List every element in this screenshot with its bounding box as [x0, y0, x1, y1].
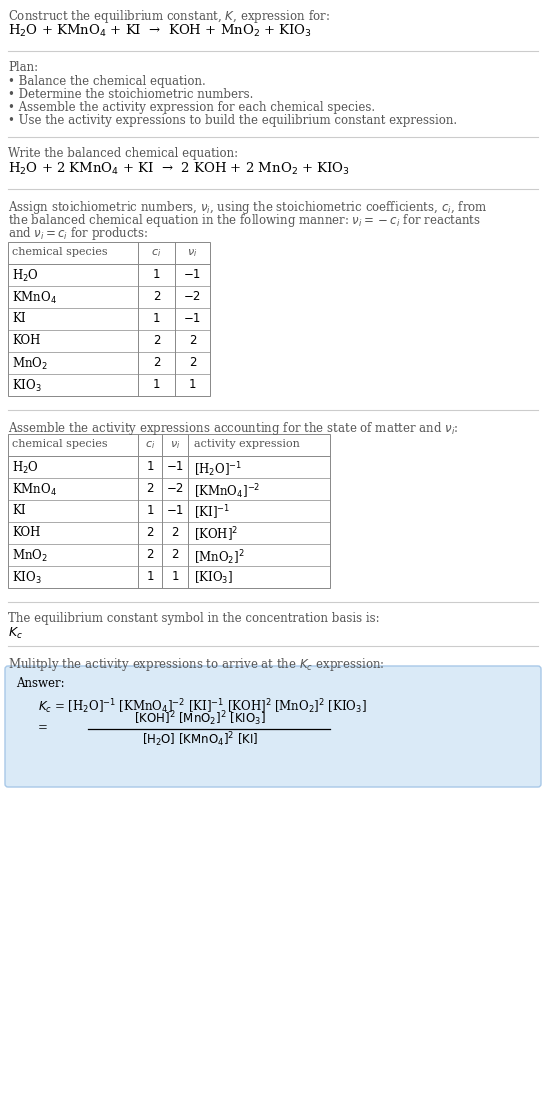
Text: 2: 2 [189, 356, 196, 369]
Text: −1: −1 [167, 460, 183, 474]
Text: 2: 2 [153, 356, 160, 369]
Text: 1: 1 [153, 313, 160, 326]
Text: $K_c$ = [H$_2$O]$^{-1}$ [KMnO$_4$]$^{-2}$ [KI]$^{-1}$ [KOH]$^2$ [MnO$_2$]$^2$ [K: $K_c$ = [H$_2$O]$^{-1}$ [KMnO$_4$]$^{-2}… [38, 696, 367, 715]
Text: KIO$_3$: KIO$_3$ [12, 378, 41, 394]
Text: 2: 2 [189, 335, 196, 347]
Text: activity expression: activity expression [194, 439, 300, 449]
Text: KIO$_3$: KIO$_3$ [12, 570, 41, 586]
Text: The equilibrium constant symbol in the concentration basis is:: The equilibrium constant symbol in the c… [8, 612, 379, 625]
Text: • Assemble the activity expression for each chemical species.: • Assemble the activity expression for e… [8, 101, 375, 114]
Text: Assign stoichiometric numbers, $\nu_i$, using the stoichiometric coefficients, $: Assign stoichiometric numbers, $\nu_i$, … [8, 199, 488, 216]
Bar [8, 434, 330, 588]
Text: 2: 2 [146, 549, 154, 561]
Text: [KOH]$^2$: [KOH]$^2$ [194, 526, 239, 545]
FancyBboxPatch shape [5, 667, 541, 787]
Text: 1: 1 [146, 460, 154, 474]
Text: $\nu_i$: $\nu_i$ [187, 247, 198, 258]
Text: [H$_2$O]$^{-1}$: [H$_2$O]$^{-1}$ [194, 460, 242, 479]
Text: −1: −1 [184, 313, 201, 326]
Text: [KMnO$_4$]$^{-2}$: [KMnO$_4$]$^{-2}$ [194, 482, 260, 500]
Text: 1: 1 [146, 570, 154, 583]
Text: Answer:: Answer: [16, 676, 64, 690]
Text: $\nu_i$: $\nu_i$ [170, 439, 180, 451]
Text: KOH: KOH [12, 526, 40, 539]
Text: H$_2$O + KMnO$_4$ + KI  →  KOH + MnO$_2$ + KIO$_3$: H$_2$O + KMnO$_4$ + KI → KOH + MnO$_2$ +… [8, 23, 312, 39]
Text: Construct the equilibrium constant, $K$, expression for:: Construct the equilibrium constant, $K$,… [8, 8, 330, 26]
Text: −1: −1 [184, 268, 201, 282]
Text: 1: 1 [146, 505, 154, 518]
Text: • Determine the stoichiometric numbers.: • Determine the stoichiometric numbers. [8, 88, 253, 101]
Text: KMnO$_4$: KMnO$_4$ [12, 482, 57, 498]
Text: =: = [38, 721, 48, 734]
Text: chemical species: chemical species [12, 247, 108, 257]
Text: $K_c$: $K_c$ [8, 625, 23, 641]
Text: 1: 1 [189, 378, 196, 391]
Text: Write the balanced chemical equation:: Write the balanced chemical equation: [8, 147, 238, 160]
Text: • Use the activity expressions to build the equilibrium constant expression.: • Use the activity expressions to build … [8, 114, 457, 128]
Text: [KI]$^{-1}$: [KI]$^{-1}$ [194, 503, 230, 522]
Text: MnO$_2$: MnO$_2$ [12, 356, 48, 373]
Text: 2: 2 [146, 527, 154, 539]
Text: chemical species: chemical species [12, 439, 108, 449]
Text: [KOH]$^2$ [MnO$_2$]$^2$ [KIO$_3$]: [KOH]$^2$ [MnO$_2$]$^2$ [KIO$_3$] [134, 710, 266, 729]
Text: −1: −1 [167, 505, 183, 518]
Text: Mulitply the activity expressions to arrive at the $K_c$ expression:: Mulitply the activity expressions to arr… [8, 657, 384, 673]
Text: KI: KI [12, 503, 26, 517]
Text: Assemble the activity expressions accounting for the state of matter and $\nu_i$: Assemble the activity expressions accoun… [8, 420, 459, 437]
Text: H$_2$O + 2 KMnO$_4$ + KI  →  2 KOH + 2 MnO$_2$ + KIO$_3$: H$_2$O + 2 KMnO$_4$ + KI → 2 KOH + 2 MnO… [8, 161, 350, 177]
Text: MnO$_2$: MnO$_2$ [12, 548, 48, 564]
Text: KOH: KOH [12, 334, 40, 347]
Text: 1: 1 [153, 268, 160, 282]
Text: 2: 2 [171, 549, 179, 561]
Text: and $\nu_i = c_i$ for products:: and $\nu_i = c_i$ for products: [8, 225, 149, 242]
Bar [8, 242, 210, 396]
Text: 2: 2 [153, 291, 160, 304]
Text: [MnO$_2$]$^2$: [MnO$_2$]$^2$ [194, 548, 245, 567]
Text: 2: 2 [146, 482, 154, 496]
Text: KMnO$_4$: KMnO$_4$ [12, 289, 57, 306]
Text: Plan:: Plan: [8, 61, 38, 74]
Text: the balanced chemical equation in the following manner: $\nu_i = -c_i$ for react: the balanced chemical equation in the fo… [8, 212, 481, 228]
Text: [KIO$_3$]: [KIO$_3$] [194, 570, 233, 586]
Text: [H$_2$O] [KMnO$_4$]$^2$ [KI]: [H$_2$O] [KMnO$_4$]$^2$ [KI] [142, 731, 258, 750]
Text: H$_2$O: H$_2$O [12, 268, 39, 284]
Text: −2: −2 [184, 291, 201, 304]
Text: • Balance the chemical equation.: • Balance the chemical equation. [8, 75, 206, 88]
Text: $c_i$: $c_i$ [145, 439, 155, 451]
Text: 2: 2 [153, 335, 160, 347]
Text: −2: −2 [167, 482, 183, 496]
Text: 2: 2 [171, 527, 179, 539]
Text: 1: 1 [171, 570, 179, 583]
Text: H$_2$O: H$_2$O [12, 460, 39, 476]
Text: $c_i$: $c_i$ [151, 247, 162, 258]
Text: KI: KI [12, 312, 26, 325]
Text: 1: 1 [153, 378, 160, 391]
